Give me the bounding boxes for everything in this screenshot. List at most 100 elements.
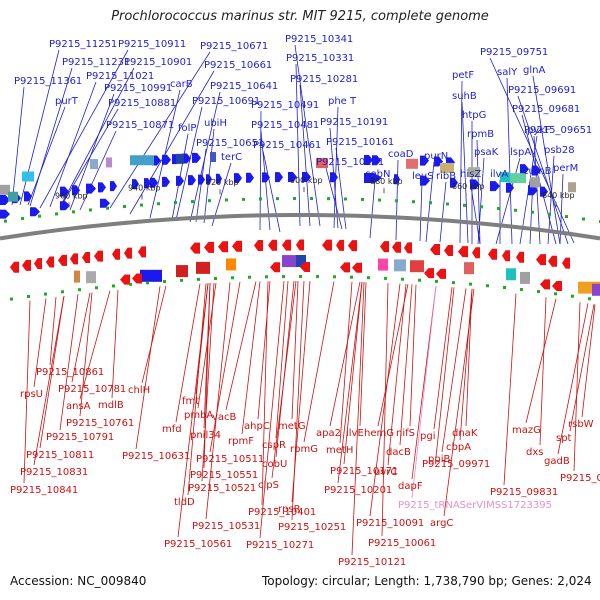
- gene-label-reverse: P9215_10631: [122, 451, 190, 462]
- forward-gene: [364, 155, 373, 166]
- gene-label-reverse: fmt: [182, 396, 199, 407]
- reverse-gene: [94, 250, 103, 262]
- gene-label-forward: P9215_11361: [14, 76, 82, 87]
- gc-marker: [38, 214, 41, 218]
- forward-gene: [532, 165, 541, 176]
- leader-line: [399, 284, 413, 446]
- gc-marker: [367, 276, 370, 280]
- gene-label-reverse: mdlB: [98, 400, 124, 411]
- reverse-gene: [322, 239, 332, 251]
- gc-marker: [265, 275, 268, 279]
- leader-line: [175, 283, 201, 423]
- gene-label-reverse: rpsR: [278, 504, 301, 515]
- gc-marker: [95, 286, 98, 290]
- leader-line: [294, 44, 321, 227]
- leader-line: [23, 300, 31, 484]
- gc-marker: [27, 295, 30, 299]
- gc-marker: [112, 284, 115, 288]
- gc-marker: [89, 208, 92, 212]
- forward-gene: [182, 153, 191, 164]
- forward-gene: [72, 185, 80, 196]
- reverse-gene: [270, 262, 280, 273]
- gc-marker: [140, 203, 143, 207]
- gene-label-reverse: spt: [556, 433, 572, 444]
- gc-marker: [259, 197, 262, 201]
- leader-line: [377, 284, 409, 427]
- leader-line: [49, 81, 97, 208]
- gene-label-reverse: nifS: [396, 428, 415, 439]
- gene-label-reverse: ahpC: [244, 421, 270, 432]
- gene-label-reverse: P9215_10401: [248, 507, 316, 518]
- leader-line: [343, 281, 363, 465]
- gene-label-forward: P9215_11251: [49, 39, 117, 50]
- forward-gene: [144, 178, 151, 189]
- gene-label-forward: coaD: [388, 149, 414, 160]
- forward-gene-box: [90, 159, 98, 170]
- gene-label-reverse: dapF: [398, 481, 423, 492]
- gc-marker: [21, 217, 24, 221]
- gc-marker: [446, 202, 449, 206]
- leader-line: [419, 181, 423, 242]
- forward-gene: [330, 172, 338, 183]
- forward-gene: [132, 179, 139, 190]
- leader-line: [387, 283, 407, 466]
- reverse-gene: [348, 240, 357, 252]
- gene-label-forward: P9215_10651: [196, 138, 264, 149]
- gene-label-reverse: P9215_10271: [246, 540, 314, 551]
- forward-gene: [60, 201, 70, 211]
- leader-line: [49, 296, 57, 366]
- forward-gene: [520, 164, 529, 175]
- reverse-gene: [516, 251, 524, 263]
- forward-gene: [450, 177, 458, 188]
- forward-gene-box: [568, 182, 576, 193]
- gc-marker: [4, 219, 7, 223]
- gene-label-reverse: rpmG: [290, 444, 318, 455]
- gc-marker: [214, 276, 217, 280]
- leader-line: [295, 63, 301, 227]
- leader-line: [11, 86, 25, 206]
- gc-marker: [180, 278, 183, 282]
- leader-line: [303, 281, 335, 443]
- forward-gene-box: [440, 162, 454, 173]
- gene-label-reverse: cobU: [262, 459, 287, 470]
- label-leader-lines: [11, 44, 596, 556]
- forward-gene: [470, 179, 480, 190]
- leader-line: [33, 295, 65, 466]
- reverse-gene: [502, 250, 510, 262]
- gene-label-forward: ribB: [436, 171, 456, 182]
- gene-label-reverse: P9215_10061: [368, 538, 436, 549]
- gc-marker: [497, 206, 500, 210]
- gene-label-forward: purN: [424, 151, 448, 162]
- leader-line: [532, 75, 561, 245]
- forward-gene: [176, 175, 184, 186]
- leader-line: [241, 281, 261, 435]
- gene-label-reverse: cbpA: [446, 442, 471, 453]
- gene-label-reverse: cspR: [262, 440, 286, 451]
- leader-line: [351, 282, 365, 556]
- gene-label-reverse: P9215_10831: [20, 467, 88, 478]
- forward-gene-box: [530, 177, 540, 188]
- gene-label-reverse: P9215_10551: [190, 470, 258, 481]
- gc-marker: [208, 199, 211, 203]
- forward-gene-box: [0, 184, 10, 195]
- gene-label-reverse: ansA: [66, 401, 91, 412]
- gene-label-reverse: clpS: [258, 480, 279, 491]
- gene-label-forward: P9215_10481: [251, 120, 319, 131]
- gene-label-reverse: rpmF: [228, 436, 254, 447]
- gene-label-reverse: P9215_10841: [10, 485, 78, 496]
- gene-label-forward: ubiH: [204, 118, 227, 129]
- leader-line: [433, 287, 453, 430]
- gene-label-forward: P9215_09681: [512, 104, 580, 115]
- gene-label-forward: P9215_10211: [316, 157, 384, 168]
- gene-label-forward: hisZ: [460, 169, 481, 180]
- gene-label-forward: P9215_10671: [200, 41, 268, 52]
- forward-gene: [234, 173, 242, 184]
- reverse-gene-box: [296, 255, 306, 268]
- gene-label-reverse: dacB: [386, 447, 411, 458]
- reverse-gene: [540, 279, 550, 290]
- forward-gene-box: [406, 158, 418, 169]
- forward-gene: [162, 154, 171, 165]
- gene-label-forward: terC: [221, 152, 242, 163]
- forward-gene: [275, 172, 283, 183]
- gene-label-reverse: pmbA: [184, 410, 213, 421]
